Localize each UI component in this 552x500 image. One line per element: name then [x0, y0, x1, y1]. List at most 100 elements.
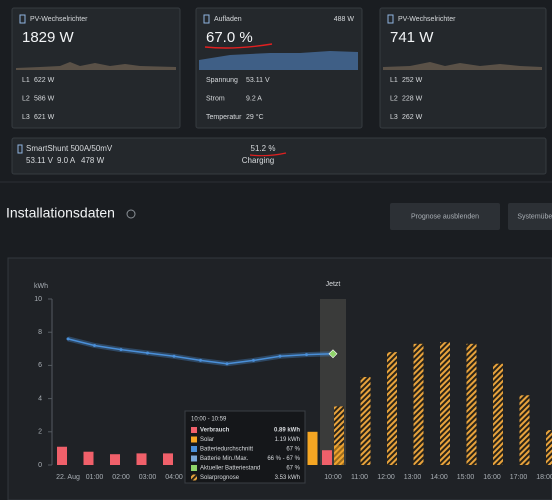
x-tick-label: 12:00: [377, 474, 395, 481]
bar: [334, 445, 344, 465]
shunt-reading: 478 W: [81, 156, 105, 165]
shunt-name: SmartShunt 500A/50mV: [26, 144, 113, 153]
tooltip-label: Solarprognose: [200, 475, 240, 481]
y-tick-label: 6: [38, 362, 42, 369]
tooltip-value: 1.19 kWh: [275, 437, 300, 443]
button-label[interactable]: Prognose ausblenden: [411, 213, 479, 220]
section-title: Installationsdaten: [6, 205, 115, 221]
tooltip-value: 0.89 kWh: [274, 428, 300, 434]
y-tick-label: 4: [38, 395, 42, 402]
row-value: 29 °C: [246, 113, 264, 121]
widget-icon: [19, 14, 26, 24]
x-tick-label: 15:00: [457, 474, 475, 481]
shunt-soc: 51.2 %: [251, 144, 276, 153]
bar: [493, 363, 503, 465]
shunt-card: [11, 137, 547, 175]
tooltip-swatch: [191, 446, 197, 452]
annotation-stroke: [249, 152, 287, 157]
row-value: 9.2 A: [246, 95, 262, 102]
x-tick-label: 18:00: [536, 474, 552, 481]
tooltip-label: Aktueller Batteriestand: [200, 466, 260, 472]
row-value: 586 W: [34, 95, 55, 102]
x-tick-label: 22. Aug: [56, 474, 80, 481]
shunt-reading: 53.11 V: [26, 156, 54, 165]
widget-title: PV-Wechselrichter: [30, 16, 88, 23]
y-tick-label: 8: [38, 329, 42, 336]
row-value: 262 W: [402, 114, 423, 121]
bar: [360, 377, 371, 465]
x-tick-label: 04:00: [165, 474, 183, 481]
tooltip-label: Solar: [200, 437, 214, 443]
now-label: Jetzt: [326, 281, 341, 288]
bar: [57, 446, 67, 465]
sparkline: [383, 62, 542, 70]
tooltip: [184, 410, 306, 484]
bar: [163, 453, 173, 465]
bar: [322, 450, 332, 465]
shunt-icon: [17, 144, 23, 154]
x-tick-label: 02:00: [112, 474, 130, 481]
bar: [307, 431, 318, 465]
bar: [466, 343, 477, 465]
sparkline: [16, 62, 176, 70]
widget-value: 741 W: [390, 29, 434, 46]
shunt-state: Charging: [242, 156, 274, 165]
tooltip-label: Batterie Min./Max.: [200, 456, 249, 462]
tooltip-value: 67 %: [286, 466, 300, 472]
button-label[interactable]: Systemüber: [517, 213, 552, 220]
row-label: L3: [22, 114, 30, 121]
info-icon[interactable]: [126, 209, 136, 219]
widget-value: 67.0 %: [206, 29, 253, 46]
x-tick-label: 13:00: [404, 474, 422, 481]
y-tick-label: 0: [38, 462, 42, 469]
row-value: 252 W: [402, 77, 423, 84]
shunt-reading: 9.0 A: [57, 156, 76, 165]
tooltip-label: Batteriedurchschnitt: [200, 447, 253, 453]
x-tick-label: 01:00: [86, 474, 104, 481]
x-tick-label: 17:00: [510, 474, 528, 481]
row-label: L1: [22, 77, 30, 84]
widget-icon: [203, 14, 210, 24]
bar: [83, 451, 94, 465]
widget-title: Aufladen: [214, 16, 242, 23]
tooltip-label: Verbrauch: [200, 428, 230, 434]
row-label: Spannung: [206, 77, 238, 84]
sparkline: [199, 51, 358, 70]
tooltip-swatch: [191, 455, 197, 462]
bar: [440, 342, 450, 465]
current-marker: [328, 349, 338, 359]
tooltip-swatch: [191, 465, 197, 471]
button[interactable]: [508, 203, 552, 230]
line-point: [146, 351, 149, 355]
tooltip-value: 67 %: [286, 447, 300, 453]
x-tick-label: 03:00: [139, 474, 157, 481]
line-point: [119, 348, 123, 352]
line-point: [225, 362, 229, 366]
row-label: L1: [390, 77, 398, 84]
bar: [110, 454, 120, 465]
tooltip-swatch: [191, 436, 197, 443]
widget-icon: [387, 14, 394, 24]
row-label: Temperatur: [206, 114, 242, 121]
annotation-stroke: [204, 43, 273, 49]
bar: [387, 352, 397, 465]
bar: [546, 430, 552, 465]
row-label: L3: [390, 114, 398, 121]
button[interactable]: [390, 203, 500, 230]
tooltip-value: 3.53 kWh: [275, 475, 300, 481]
tooltip-value: 66 % - 67 %: [267, 456, 300, 462]
line-point: [93, 343, 96, 347]
row-label: L2: [22, 95, 30, 102]
row-label: L2: [390, 95, 398, 102]
line-point: [252, 358, 255, 362]
line-point: [172, 354, 176, 358]
row-value: 53.11 V: [246, 77, 270, 84]
x-tick-label: 14:00: [430, 474, 448, 481]
widget-value: 1829 W: [22, 29, 75, 46]
row-value: 621 W: [34, 114, 55, 121]
line-point: [278, 354, 282, 358]
row-label: Strom: [206, 95, 225, 102]
line-point: [199, 358, 202, 362]
y-tick-label: 2: [38, 429, 42, 436]
